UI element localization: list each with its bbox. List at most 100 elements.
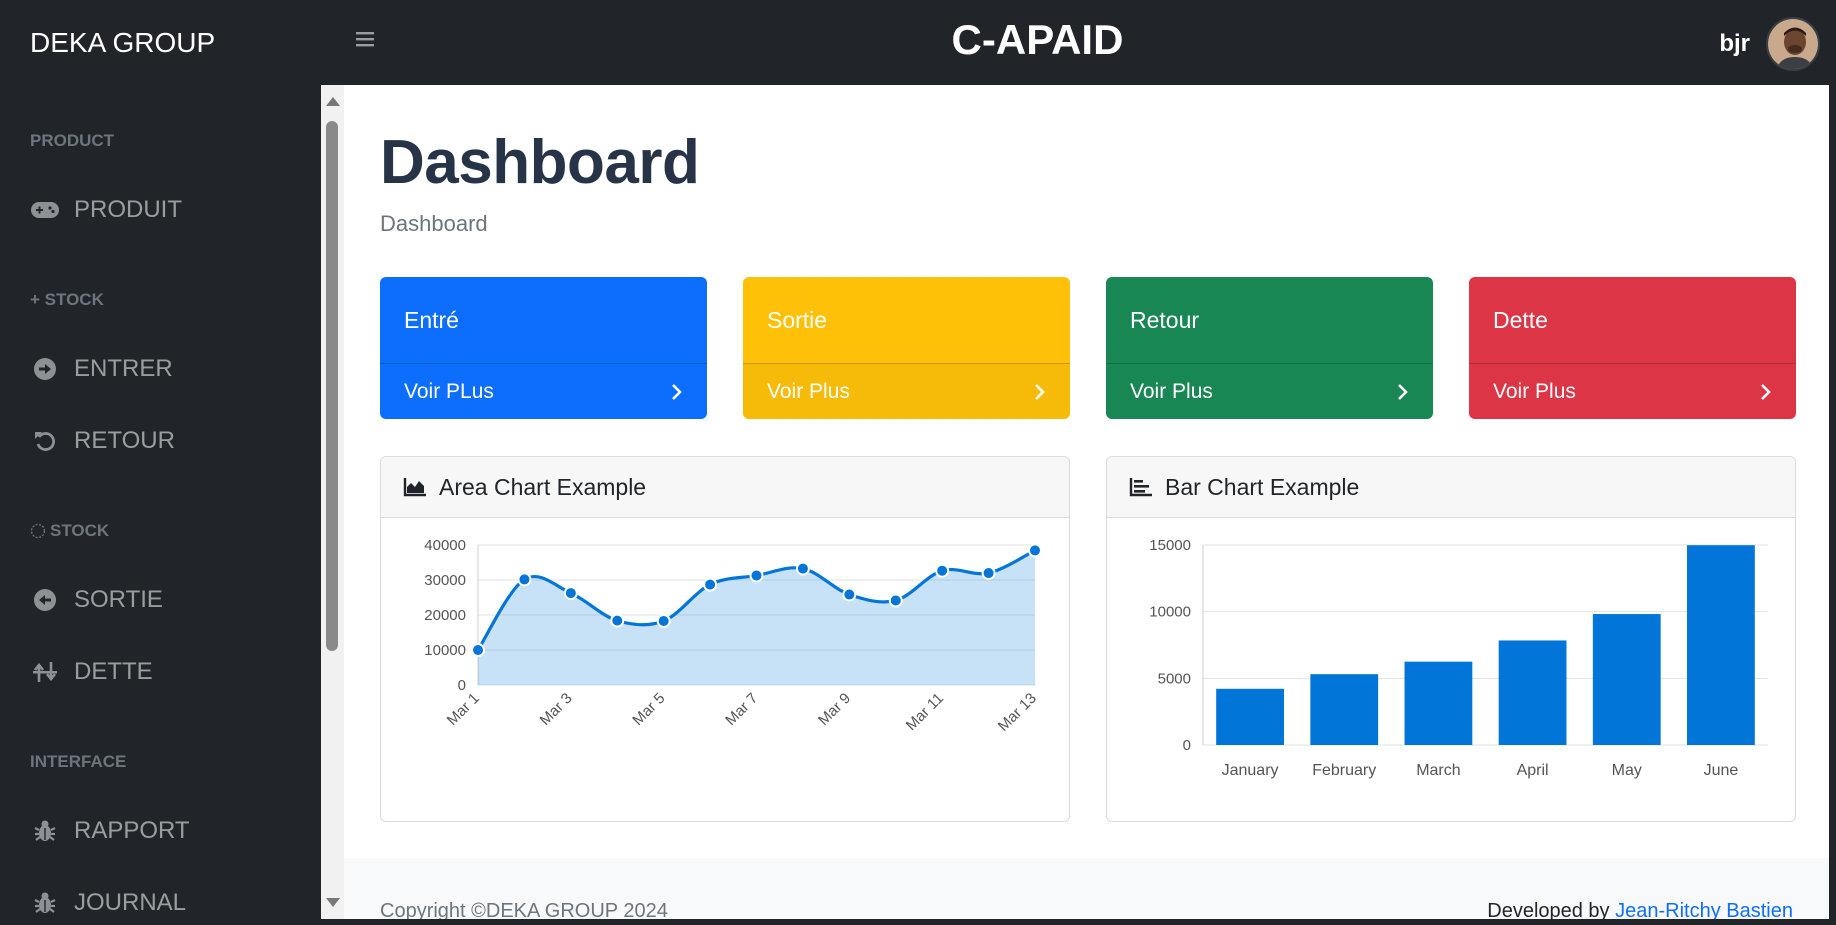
breadcrumb: Dashboard: [380, 211, 488, 236]
card-title: Sortie: [767, 307, 828, 333]
y-tick-label: 10000: [424, 642, 466, 659]
chevron-right-icon: [1035, 383, 1045, 400]
sidebar-item-label: RAPPORT: [74, 817, 190, 844]
exchange-icon: [30, 659, 60, 685]
card-link-label: Voir Plus: [1493, 379, 1576, 403]
sidebar-item-label: ENTRER: [74, 355, 173, 382]
bar: [1687, 545, 1755, 745]
card-title: Entré: [404, 307, 459, 333]
chevron-right-icon: [672, 383, 682, 400]
card-sortie: Sortie Voir Plus: [743, 277, 1070, 419]
sidebar-heading-label: STOCK: [50, 521, 110, 540]
y-tick-label: 20000: [424, 607, 466, 624]
area-chart-panel: Area Chart Example 0 10000 20000 30000 40000…: [380, 456, 1070, 822]
x-tick-label: Mar 5: [629, 690, 668, 729]
chevron-right-icon: [1398, 383, 1408, 400]
x-tick-label: April: [1517, 762, 1549, 779]
sidebar-item-label: SORTIE: [74, 586, 163, 613]
card-link-label: Voir PLus: [404, 379, 494, 403]
avatar[interactable]: [1766, 17, 1820, 71]
app-title: C-APAID: [951, 16, 1124, 63]
card-link-label: Voir Plus: [767, 379, 850, 403]
sidebar-toggle-button[interactable]: [354, 28, 378, 56]
scrollbar[interactable]: [321, 85, 344, 919]
circle-outline-icon: [30, 523, 46, 539]
x-tick-label: January: [1222, 762, 1279, 779]
x-tick-label: Mar 9: [815, 690, 854, 729]
scroll-up-arrow-icon[interactable]: [326, 97, 340, 106]
content-area: Dashboard Dashboard Entré Voir PLus Sort…: [321, 85, 1829, 919]
arrow-circle-right-icon: [30, 356, 60, 382]
sidebar-item-entrer[interactable]: ENTRER: [30, 355, 173, 383]
card-link-voir-plus[interactable]: Voir Plus: [1469, 363, 1796, 419]
card-retour: Retour Voir Plus: [1106, 277, 1433, 419]
scrollbar-thumb[interactable]: [326, 121, 338, 651]
panel-header: Bar Chart Example: [1107, 457, 1795, 518]
copyright-text: Copyright ©DEKA GROUP 2024: [380, 900, 668, 919]
bar: [1498, 640, 1567, 745]
data-point: [610, 613, 625, 628]
card-entre: Entré Voir PLus: [380, 277, 707, 419]
footer: Copyright ©DEKA GROUP 2024 Developed by …: [344, 858, 1829, 919]
sidebar-item-rapport[interactable]: RAPPORT: [30, 817, 190, 845]
scroll-down-arrow-icon[interactable]: [326, 898, 340, 907]
sidebar-item-label: RETOUR: [74, 427, 175, 454]
undo-icon: [30, 428, 60, 454]
data-point: [981, 566, 996, 581]
x-tick-label: Mar 7: [722, 690, 761, 729]
bug-icon: [30, 818, 60, 844]
y-tick-label: 15000: [1149, 537, 1191, 554]
bug-icon: [30, 890, 60, 916]
sidebar-item-dette[interactable]: DETTE: [30, 658, 153, 686]
developer-link[interactable]: Jean-Ritchy Bastien: [1615, 900, 1793, 919]
area-chart: 0 10000 20000 30000 40000 Mar 1 Mar 3 Mar 5 Mar …: [424, 537, 1042, 735]
user-photo-icon: [1768, 19, 1818, 69]
bar-chart: 0 5000 10000 15000 January February March April…: [1149, 537, 1768, 779]
sidebar-item-label: PRODUIT: [74, 196, 182, 223]
data-point: [1028, 543, 1042, 558]
gamepad-icon: [30, 197, 60, 223]
bar: [1310, 674, 1379, 745]
card-link-voir-plus[interactable]: Voir Plus: [743, 363, 1070, 419]
menu-icon: [356, 32, 374, 47]
sidebar-item-retour[interactable]: RETOUR: [30, 427, 175, 455]
data-point: [795, 561, 810, 576]
area-chart-icon: [403, 478, 426, 497]
sidebar-heading-interface: INTERFACE: [30, 752, 127, 771]
data-point: [935, 563, 950, 578]
y-tick-label: 5000: [1158, 670, 1191, 687]
sidebar-heading-stock: STOCK: [30, 521, 109, 541]
sidebar-item-label: JOURNAL: [74, 889, 187, 916]
bar-chart-panel: Bar Chart Example 0 5000 10000 15000 January…: [1106, 456, 1796, 822]
data-point: [656, 613, 671, 628]
sidebar-item-sortie[interactable]: SORTIE: [30, 586, 163, 614]
sidebar-item-journal[interactable]: JOURNAL: [30, 889, 186, 917]
x-tick-label: February: [1312, 762, 1376, 779]
bar-chart-icon: [1129, 478, 1152, 497]
bar: [1216, 688, 1284, 745]
panel-title: Area Chart Example: [439, 473, 647, 500]
sidebar-item-produit[interactable]: PRODUIT: [30, 196, 182, 224]
y-tick-label: 10000: [1149, 604, 1191, 621]
data-point: [888, 593, 903, 608]
x-tick-label: Mar 1: [444, 690, 483, 729]
developed-by-label: Developed by: [1487, 900, 1610, 919]
panel-header: Area Chart Example: [381, 457, 1069, 518]
data-point: [703, 577, 718, 592]
card-link-voir-plus[interactable]: Voir Plus: [1106, 363, 1433, 419]
x-tick-label: May: [1612, 762, 1642, 779]
x-tick-label: March: [1416, 762, 1460, 779]
y-tick-label: 40000: [424, 537, 466, 554]
x-tick-label: June: [1704, 762, 1739, 779]
data-point: [749, 568, 764, 583]
area-fill: [478, 550, 1035, 685]
top-navbar: DEKA GROUP C-APAID bjr: [0, 0, 1836, 85]
user-name[interactable]: bjr: [1719, 30, 1750, 57]
brand-link[interactable]: DEKA GROUP: [30, 27, 216, 58]
developed-by: Developed by Jean-Ritchy Bastien: [1487, 900, 1793, 919]
y-tick-label: 30000: [424, 572, 466, 589]
y-tick-label: 0: [458, 677, 466, 694]
bar: [1592, 614, 1661, 745]
data-point: [563, 586, 578, 601]
card-link-voir-plus[interactable]: Voir PLus: [380, 363, 707, 419]
